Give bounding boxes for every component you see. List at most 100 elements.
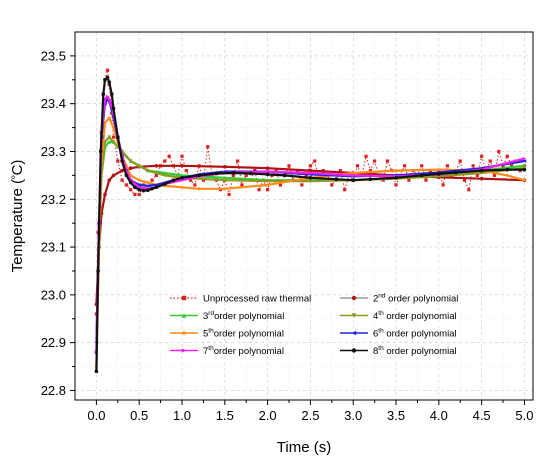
data-point — [436, 167, 442, 172]
data-point — [137, 183, 142, 187]
data-point — [266, 188, 270, 192]
series-8 — [94, 75, 527, 374]
data-point — [181, 295, 187, 301]
data-point — [103, 192, 107, 197]
legend-label: 7thorder polynomial — [203, 345, 284, 357]
legend-item-3: 3rdorder polynomial — [170, 310, 284, 322]
data-point — [505, 167, 510, 172]
data-point — [385, 159, 390, 163]
data-point — [107, 115, 112, 120]
legend-label-sup: th — [378, 310, 384, 317]
legend-label-sup: th — [208, 345, 214, 352]
data-point — [181, 313, 187, 318]
data-point — [244, 173, 248, 177]
data-point — [180, 154, 184, 158]
data-point — [111, 140, 116, 144]
data-point — [179, 185, 185, 190]
legend-label-post: order polynomial — [214, 346, 284, 357]
data-point — [111, 106, 116, 111]
data-point — [522, 177, 527, 182]
data-point — [287, 164, 291, 168]
legend-label-sup: th — [378, 345, 384, 352]
data-point — [110, 92, 114, 96]
data-point — [129, 188, 133, 192]
data-point — [265, 182, 270, 187]
x-tick-label: 1.5 — [216, 408, 234, 423]
legend-item-4: 4th order polynomial — [340, 310, 457, 322]
data-point — [300, 183, 304, 187]
data-point — [128, 180, 133, 185]
data-point — [133, 192, 137, 197]
data-point — [107, 178, 112, 182]
legend-label-post: order polynomial — [384, 329, 457, 340]
data-point — [471, 164, 475, 168]
x-tick-label: 2.5 — [301, 408, 319, 423]
x-tick-label: 3.0 — [344, 408, 362, 423]
data-point — [223, 178, 227, 182]
data-point — [505, 173, 510, 178]
data-point — [236, 159, 240, 163]
x-tick-label: 0.5 — [130, 408, 148, 423]
data-point — [454, 170, 458, 175]
data-point — [222, 186, 227, 191]
data-point — [308, 168, 313, 173]
y-tick-label: 23.4 — [41, 96, 66, 111]
data-point — [522, 167, 527, 172]
data-point — [98, 149, 103, 154]
data-point — [154, 164, 159, 168]
legend-item-8: 8th order polynomial — [340, 345, 457, 357]
legend-label: 6th order polynomial — [373, 328, 457, 340]
legend-item-2: 2nd order polynomial — [340, 293, 458, 305]
data-point — [308, 179, 313, 183]
data-point — [105, 75, 110, 80]
ticks: 0.0 0.5 1.0 1.5 2.0 2.5 3.0 3.5 4.0 4.5 5.0 22.8 22.… — [41, 48, 534, 423]
data-point — [445, 164, 449, 168]
data-point — [402, 164, 407, 168]
data-point — [368, 168, 372, 173]
data-point — [479, 176, 484, 181]
data-point — [351, 295, 357, 301]
data-point — [150, 186, 154, 191]
legend-label-pre: 6 — [373, 329, 378, 340]
legend-label: 3rdorder polynomial — [203, 310, 284, 322]
data-point — [111, 125, 116, 130]
y-axis-title-degree: o — [10, 175, 17, 179]
legend-item-6: 6th order polynomial — [340, 328, 457, 340]
legend-label-pre: 8 — [373, 346, 378, 357]
data-point — [505, 154, 509, 158]
x-tick-label: 4.0 — [430, 408, 448, 423]
data-point — [163, 159, 167, 163]
legend-label: 4th order polynomial — [373, 310, 457, 322]
y-tick-label: 23.1 — [41, 240, 66, 255]
data-point — [248, 171, 253, 176]
data-point — [102, 120, 108, 125]
data-point — [154, 173, 158, 177]
data-point — [308, 171, 313, 175]
data-point — [373, 159, 377, 163]
y-tick-label: 23.2 — [41, 192, 66, 207]
legend-label-post: order polynomial — [384, 346, 457, 357]
data-point — [351, 348, 357, 353]
legend-item-7: 7thorder polynomial — [170, 345, 284, 357]
legend-label-sup: th — [378, 328, 384, 335]
legend-label-pre: Unprocessed raw thermal — [203, 294, 311, 305]
data-point — [111, 135, 116, 139]
data-point — [128, 166, 133, 171]
data-point — [193, 183, 197, 187]
data-point — [181, 330, 187, 336]
data-point — [181, 348, 187, 353]
data-point — [334, 177, 338, 181]
data-point — [201, 178, 206, 182]
data-point — [150, 178, 154, 182]
data-point — [107, 140, 112, 144]
data-point — [120, 178, 124, 182]
data-point — [206, 145, 210, 149]
data-point — [137, 192, 141, 197]
data-point — [223, 164, 227, 169]
data-point — [145, 180, 150, 185]
legend-label: 2nd order polynomial — [373, 293, 458, 305]
legend-label-post: order polynomial — [214, 329, 284, 340]
data-point — [351, 313, 357, 318]
